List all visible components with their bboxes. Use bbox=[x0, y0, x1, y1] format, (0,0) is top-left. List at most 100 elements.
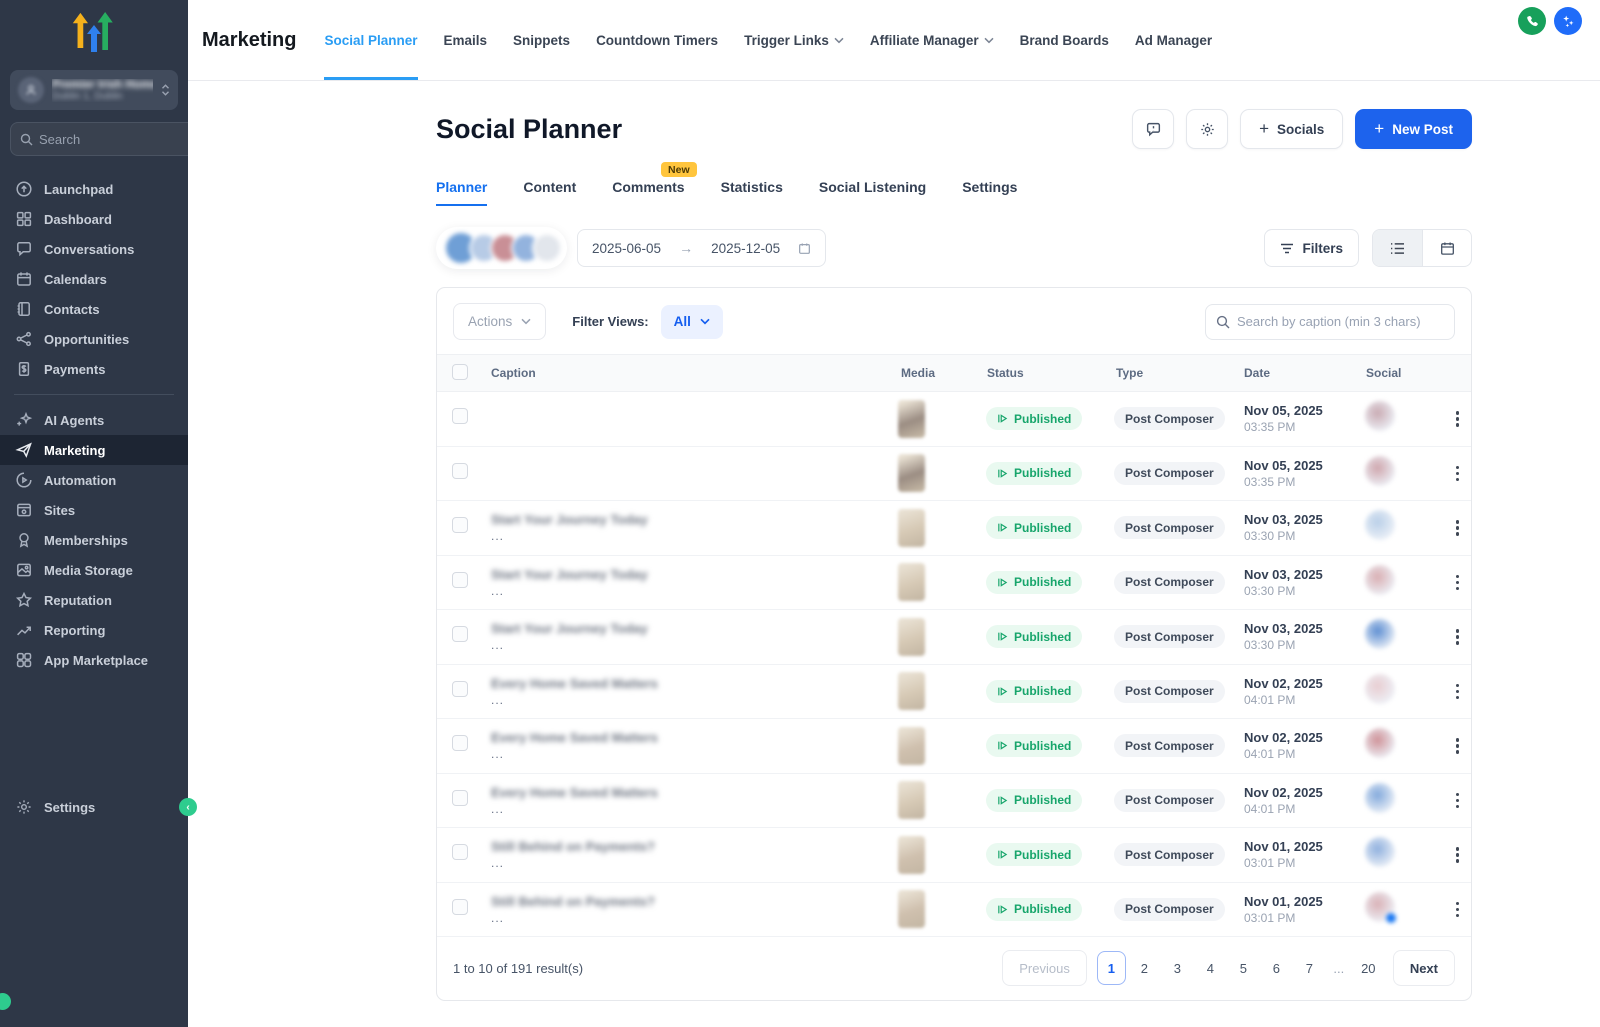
topnav-tab-trigger-links[interactable]: Trigger Links bbox=[744, 0, 844, 80]
tab-comments[interactable]: New Comments bbox=[612, 162, 697, 206]
topnav-tab-emails[interactable]: Emails bbox=[443, 32, 488, 48]
sidebar-item-reputation[interactable]: Reputation bbox=[0, 585, 188, 615]
next-page-button[interactable]: Next bbox=[1392, 950, 1455, 986]
sidebar-item-opportunities[interactable]: Opportunities bbox=[0, 324, 188, 354]
feedback-button[interactable] bbox=[1132, 109, 1175, 149]
kebab-menu-icon[interactable] bbox=[1442, 738, 1471, 754]
kebab-menu-icon[interactable] bbox=[1442, 520, 1471, 536]
column-type: Type bbox=[1116, 366, 1144, 380]
phone-button[interactable] bbox=[1518, 7, 1546, 35]
caption-search[interactable] bbox=[1205, 303, 1455, 340]
sidebar-item-launchpad[interactable]: Launchpad bbox=[0, 174, 188, 204]
page-number-6[interactable]: 6 bbox=[1272, 960, 1280, 976]
sidebar-item-marketing[interactable]: Marketing bbox=[0, 435, 188, 465]
tab-content[interactable]: Content bbox=[523, 179, 577, 195]
page-number-20[interactable]: 20 bbox=[1361, 960, 1376, 976]
sidebar-item-contacts[interactable]: Contacts bbox=[0, 294, 188, 324]
kebab-menu-icon[interactable] bbox=[1442, 465, 1471, 481]
status-badge: Published bbox=[986, 679, 1083, 703]
account-switcher[interactable]: Premier Irish Homes Dublin 1, Dublin bbox=[10, 70, 178, 110]
type-badge: Post Composer bbox=[1114, 461, 1225, 485]
sidebar-item-memberships[interactable]: Memberships bbox=[0, 525, 188, 555]
page-number-3[interactable]: 3 bbox=[1173, 960, 1181, 976]
select-all-checkbox[interactable] bbox=[452, 363, 468, 380]
row-checkbox[interactable] bbox=[452, 462, 468, 479]
sidebar-item-media-storage[interactable]: Media Storage bbox=[0, 555, 188, 585]
type-badge: Post Composer bbox=[1114, 679, 1225, 703]
sidebar-item-reporting[interactable]: Reporting bbox=[0, 615, 188, 645]
media-thumbnail bbox=[898, 399, 925, 438]
topnav-tab-snippets[interactable]: Snippets bbox=[513, 32, 571, 48]
kebab-menu-icon[interactable] bbox=[1442, 683, 1471, 699]
page-number-2[interactable]: 2 bbox=[1140, 960, 1148, 976]
published-icon bbox=[998, 469, 1008, 478]
help-widget-dot[interactable] bbox=[0, 993, 11, 1010]
row-checkbox[interactable] bbox=[452, 626, 468, 643]
planner-settings-button[interactable] bbox=[1186, 109, 1229, 149]
new-post-button[interactable]: + New Post bbox=[1355, 109, 1472, 149]
kebab-menu-icon[interactable] bbox=[1442, 847, 1471, 863]
row-checkbox[interactable] bbox=[452, 898, 468, 915]
filters-button[interactable]: Filters bbox=[1264, 229, 1359, 267]
row-checkbox[interactable] bbox=[452, 517, 468, 534]
sidebar-nav-secondary: AI Agents Marketing Automation Sites Mem… bbox=[0, 405, 188, 675]
row-checkbox[interactable] bbox=[452, 789, 468, 806]
arrow-right-icon: → bbox=[679, 240, 694, 256]
kebab-menu-icon[interactable] bbox=[1442, 792, 1471, 808]
plus-icon: + bbox=[1259, 119, 1270, 138]
table-row: Every Home Saved Matters... Published Po… bbox=[437, 665, 1471, 719]
socials-button[interactable]: + Socials bbox=[1240, 109, 1344, 149]
row-checkbox[interactable] bbox=[452, 844, 468, 861]
kebab-menu-icon[interactable] bbox=[1442, 901, 1471, 917]
page-number-5[interactable]: 5 bbox=[1239, 960, 1247, 976]
page-number-7[interactable]: 7 bbox=[1305, 960, 1313, 976]
caption-search-input[interactable] bbox=[1237, 314, 1444, 329]
tab-planner[interactable]: Planner bbox=[436, 179, 488, 206]
tab-social-listening[interactable]: Social Listening bbox=[818, 179, 927, 195]
row-checkbox[interactable] bbox=[452, 408, 468, 425]
ai-assistant-button[interactable] bbox=[1554, 7, 1582, 35]
sidebar-item-sites[interactable]: Sites bbox=[0, 495, 188, 525]
calendar-view-button[interactable] bbox=[1422, 230, 1471, 266]
gear-icon bbox=[15, 798, 33, 816]
social-avatar bbox=[1365, 673, 1395, 704]
page-number-1[interactable]: 1 bbox=[1096, 951, 1126, 985]
sidebar-item-payments[interactable]: Payments bbox=[0, 354, 188, 384]
topnav-tab-brand-boards[interactable]: Brand Boards bbox=[1019, 32, 1109, 48]
sidebar-item-conversations[interactable]: Conversations bbox=[0, 234, 188, 264]
list-view-button[interactable] bbox=[1373, 230, 1422, 266]
sidebar-item-calendars[interactable]: Calendars bbox=[0, 264, 188, 294]
kebab-menu-icon[interactable] bbox=[1442, 574, 1471, 590]
sidebar-item-app-marketplace[interactable]: App Marketplace bbox=[0, 645, 188, 675]
topnav-tab-affiliate-manager[interactable]: Affiliate Manager bbox=[870, 0, 994, 80]
kebab-menu-icon[interactable] bbox=[1442, 629, 1471, 645]
connected-accounts-group[interactable] bbox=[436, 227, 567, 269]
actions-dropdown[interactable]: Actions bbox=[453, 303, 547, 340]
topnav-tab-countdown-timers[interactable]: Countdown Timers bbox=[596, 32, 719, 48]
sidebar-search-input[interactable] bbox=[39, 131, 205, 147]
tab-statistics[interactable]: Statistics bbox=[720, 179, 783, 195]
post-caption: Every Home Saved Matters bbox=[491, 730, 658, 746]
row-checkbox[interactable] bbox=[452, 735, 468, 752]
page-number-4[interactable]: 4 bbox=[1206, 960, 1214, 976]
row-checkbox[interactable] bbox=[452, 571, 468, 588]
sidebar-item-dashboard[interactable]: Dashboard bbox=[0, 204, 188, 234]
filter-views-dropdown[interactable]: All bbox=[660, 304, 723, 339]
tab-settings[interactable]: Settings bbox=[962, 179, 1018, 195]
previous-page-button[interactable]: Previous bbox=[1002, 950, 1087, 986]
row-checkbox[interactable] bbox=[452, 680, 468, 697]
sidebar-item-settings[interactable]: Settings bbox=[0, 792, 188, 822]
status-badge: Published bbox=[986, 788, 1083, 812]
sidebar-collapse-button[interactable]: ‹ bbox=[179, 798, 197, 816]
kebab-menu-icon[interactable] bbox=[1442, 411, 1471, 427]
date-range-picker[interactable]: 2025-06-05 → 2025-12-05 bbox=[577, 229, 827, 267]
marketing-topnav: Marketing Social Planner Emails Snippets… bbox=[188, 0, 1600, 81]
sidebar-item-ai-agents[interactable]: AI Agents bbox=[0, 405, 188, 435]
social-avatar bbox=[1365, 891, 1397, 924]
sidebar-item-automation[interactable]: Automation bbox=[0, 465, 188, 495]
phone-icon bbox=[1526, 15, 1538, 26]
topnav-tab-ad-manager[interactable]: Ad Manager bbox=[1134, 32, 1213, 48]
topnav-tab-social-planner[interactable]: Social Planner bbox=[324, 0, 418, 80]
chevron-down-icon bbox=[521, 318, 531, 325]
status-badge: Published bbox=[986, 461, 1083, 485]
